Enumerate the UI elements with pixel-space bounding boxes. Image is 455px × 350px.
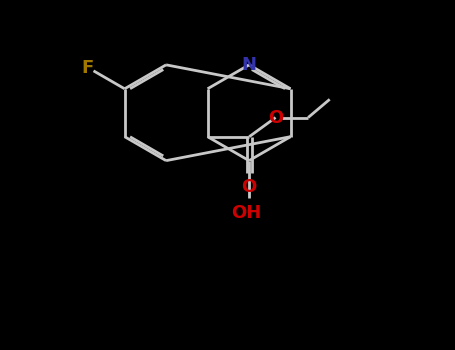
Text: O: O — [268, 108, 283, 127]
Text: N: N — [242, 56, 257, 74]
Text: OH: OH — [232, 204, 262, 222]
Text: F: F — [81, 60, 94, 77]
Text: O: O — [242, 178, 257, 196]
